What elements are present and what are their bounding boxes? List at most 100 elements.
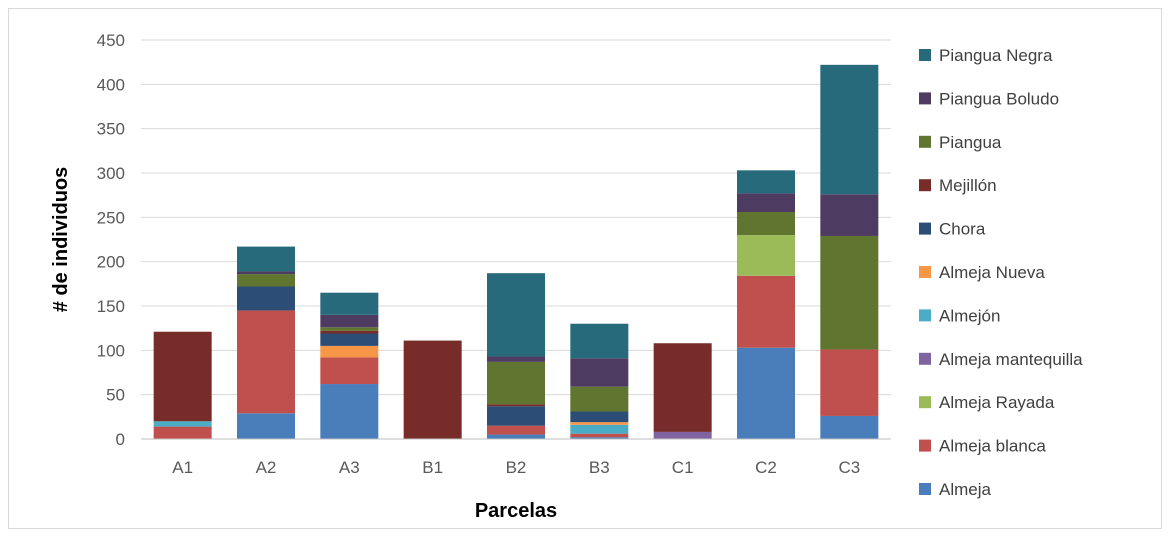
legend-item: Piangua bbox=[919, 133, 1002, 152]
legend-label: Piangua Boludo bbox=[939, 89, 1059, 108]
y-tick-label: 0 bbox=[116, 430, 125, 449]
legend-swatch bbox=[919, 439, 931, 452]
bar-segment bbox=[820, 349, 879, 416]
bar-segment bbox=[570, 323, 629, 359]
legend-swatch bbox=[919, 222, 931, 235]
bar-segment bbox=[237, 310, 295, 414]
legend-item: Almejón bbox=[919, 306, 1000, 325]
bar-segment bbox=[320, 292, 379, 315]
bar-segment bbox=[487, 434, 545, 439]
legend-label: Almeja Nueva bbox=[939, 263, 1045, 282]
bar-segment bbox=[820, 415, 879, 439]
bar-segment bbox=[403, 340, 462, 439]
legend-item: Almeja Nueva bbox=[919, 263, 1045, 282]
bar-segment bbox=[653, 431, 712, 439]
legend-swatch bbox=[919, 179, 931, 192]
legend-swatch bbox=[919, 309, 931, 322]
bar-segment bbox=[153, 426, 212, 439]
legend-label: Almejón bbox=[939, 306, 1000, 325]
stacked-bar-chart: 0 50 100 150 200 250 300 350 400 450 A1 A2 A3 B1 B2 B3… bbox=[50, 31, 1083, 522]
legend-swatch bbox=[919, 352, 931, 365]
bar-segment bbox=[237, 286, 295, 311]
x-tick-label: A3 bbox=[339, 458, 360, 477]
bar-segment bbox=[737, 275, 795, 348]
bar-segment bbox=[487, 425, 545, 435]
y-tick-label: 200 bbox=[97, 253, 125, 272]
legend-swatch bbox=[919, 396, 931, 409]
bar-segment bbox=[737, 347, 795, 439]
legend-swatch bbox=[919, 49, 931, 61]
y-tick-label: 300 bbox=[97, 164, 125, 183]
legend-label: Mejillón bbox=[939, 176, 997, 195]
bar-segment bbox=[570, 437, 629, 439]
y-tick-label: 50 bbox=[106, 386, 125, 405]
legend-label: Piangua Negra bbox=[939, 46, 1053, 65]
y-tick-label: 350 bbox=[97, 120, 125, 139]
legend-item: Chora bbox=[919, 220, 986, 239]
bar-segment bbox=[570, 422, 629, 425]
legend-label: Almeja blanca bbox=[939, 437, 1046, 456]
legend-item: Piangua Negra bbox=[919, 46, 1053, 65]
bar-segment bbox=[820, 194, 879, 236]
bar-segment bbox=[237, 274, 295, 287]
legend-label: Almeja bbox=[939, 480, 992, 499]
bar-segment bbox=[487, 361, 545, 405]
bar-segment bbox=[570, 386, 629, 412]
legend-swatch bbox=[919, 483, 931, 495]
legend-swatch bbox=[919, 92, 931, 105]
legend-label: Piangua bbox=[939, 133, 1002, 152]
legend-swatch bbox=[919, 266, 931, 278]
bar-segment bbox=[237, 271, 295, 275]
bar-segment bbox=[820, 64, 879, 195]
y-tick-label: 100 bbox=[97, 341, 125, 360]
x-tick-label: C2 bbox=[755, 458, 777, 477]
bar-segment bbox=[487, 404, 545, 407]
bars bbox=[153, 64, 879, 439]
x-tick-label: A1 bbox=[172, 458, 193, 477]
x-tick-label: C1 bbox=[672, 458, 694, 477]
bar-segment bbox=[237, 413, 295, 439]
bar-segment bbox=[487, 273, 545, 357]
legend-item: Mejillón bbox=[919, 176, 997, 195]
bar-segment bbox=[737, 170, 795, 194]
bar-segment bbox=[487, 406, 545, 426]
legend-label: Almeja mantequilla bbox=[939, 350, 1083, 369]
legend-label: Almeja Rayada bbox=[939, 393, 1055, 412]
bar-segment bbox=[153, 421, 212, 427]
legend: Piangua Negra Piangua Boludo Piangua Mejill… bbox=[919, 46, 1083, 499]
bar-segment bbox=[153, 331, 212, 422]
bar-segment bbox=[737, 235, 795, 276]
legend-label: Chora bbox=[939, 220, 986, 239]
bar-segment bbox=[737, 193, 795, 213]
legend-item: Almeja bbox=[919, 480, 992, 499]
bar-segment bbox=[653, 343, 712, 432]
x-tick-label: A2 bbox=[256, 458, 277, 477]
bar-segment bbox=[820, 235, 879, 350]
y-tick-label: 150 bbox=[97, 297, 125, 316]
bar-segment bbox=[570, 433, 629, 438]
bar-segment bbox=[570, 411, 629, 423]
legend-item: Piangua Boludo bbox=[919, 89, 1059, 108]
bar-segment bbox=[237, 246, 295, 272]
bar-segment bbox=[320, 333, 379, 346]
y-tick-label: 250 bbox=[97, 208, 125, 227]
x-tick-labels: A1 A2 A3 B1 B2 B3 C1 C2 C3 bbox=[172, 458, 860, 477]
bar-segment bbox=[320, 330, 379, 334]
bar-segment bbox=[570, 358, 629, 387]
bar-segment bbox=[320, 345, 379, 358]
y-axis-title: # de individuos bbox=[50, 167, 72, 313]
bar-segment bbox=[320, 357, 379, 385]
x-axis-title: Parcelas bbox=[475, 500, 557, 522]
y-tick-label: 450 bbox=[97, 31, 125, 50]
legend-item: Almeja blanca bbox=[919, 437, 1046, 456]
x-tick-label: B1 bbox=[422, 458, 443, 477]
bar-segment bbox=[320, 314, 379, 328]
bar-segment bbox=[320, 327, 379, 331]
x-tick-label: B2 bbox=[506, 458, 527, 477]
bar-segment bbox=[487, 356, 545, 362]
x-tick-label: C3 bbox=[838, 458, 860, 477]
chart-container: 0 50 100 150 200 250 300 350 400 450 A1 A2 A3 B1 B2 B3… bbox=[8, 8, 1162, 529]
legend-swatch bbox=[919, 135, 931, 148]
y-tick-labels: 0 50 100 150 200 250 300 350 400 450 bbox=[97, 31, 125, 449]
legend-item: Almeja mantequilla bbox=[919, 350, 1083, 369]
